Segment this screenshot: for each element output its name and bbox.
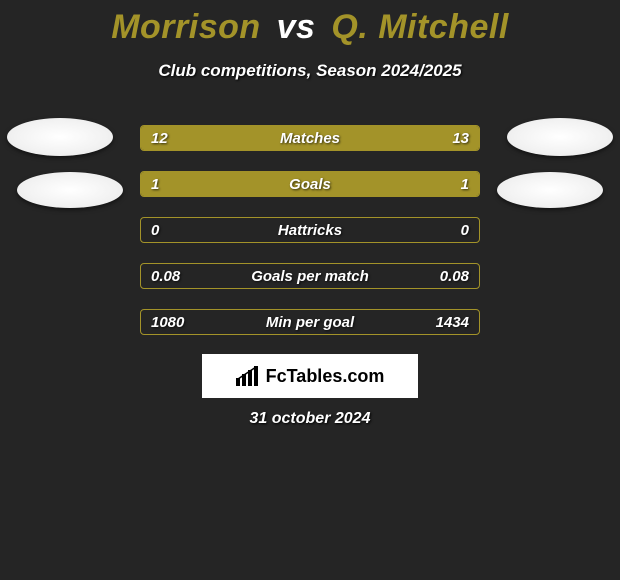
stat-value-right: 1: [451, 172, 479, 196]
stat-row: 1 Goals 1: [140, 171, 480, 197]
stat-row: 12 Matches 13: [140, 125, 480, 151]
comparison-rows: 12 Matches 13 1 Goals 1 0 Hattricks 0 0.…: [140, 125, 480, 355]
stat-value-right: 0.08: [430, 264, 479, 288]
stat-label: Hattricks: [141, 218, 479, 242]
stat-row: 0 Hattricks 0: [140, 217, 480, 243]
logo-text: FcTables.com: [266, 366, 385, 387]
stat-value-right: 13: [442, 126, 479, 150]
subtitle: Club competitions, Season 2024/2025: [0, 61, 620, 81]
chart-icon: [236, 366, 260, 386]
player2-avatar-icon: [507, 118, 613, 156]
player1-avatar-icon: [17, 172, 123, 208]
date-text: 31 october 2024: [0, 410, 620, 428]
stat-row: 1080 Min per goal 1434: [140, 309, 480, 335]
stat-label: Matches: [141, 126, 479, 150]
player1-avatar-icon: [7, 118, 113, 156]
title-player1: Morrison: [111, 8, 260, 46]
stat-value-right: 1434: [426, 310, 479, 334]
player2-avatar-icon: [497, 172, 603, 208]
stat-label: Goals per match: [141, 264, 479, 288]
stat-label: Goals: [141, 172, 479, 196]
title-player2: Q. Mitchell: [331, 8, 508, 46]
stat-row: 0.08 Goals per match 0.08: [140, 263, 480, 289]
page-title: Morrison vs Q. Mitchell: [0, 0, 620, 47]
title-vs: vs: [277, 8, 316, 46]
logo-box: FcTables.com: [202, 354, 418, 398]
stat-value-right: 0: [451, 218, 479, 242]
